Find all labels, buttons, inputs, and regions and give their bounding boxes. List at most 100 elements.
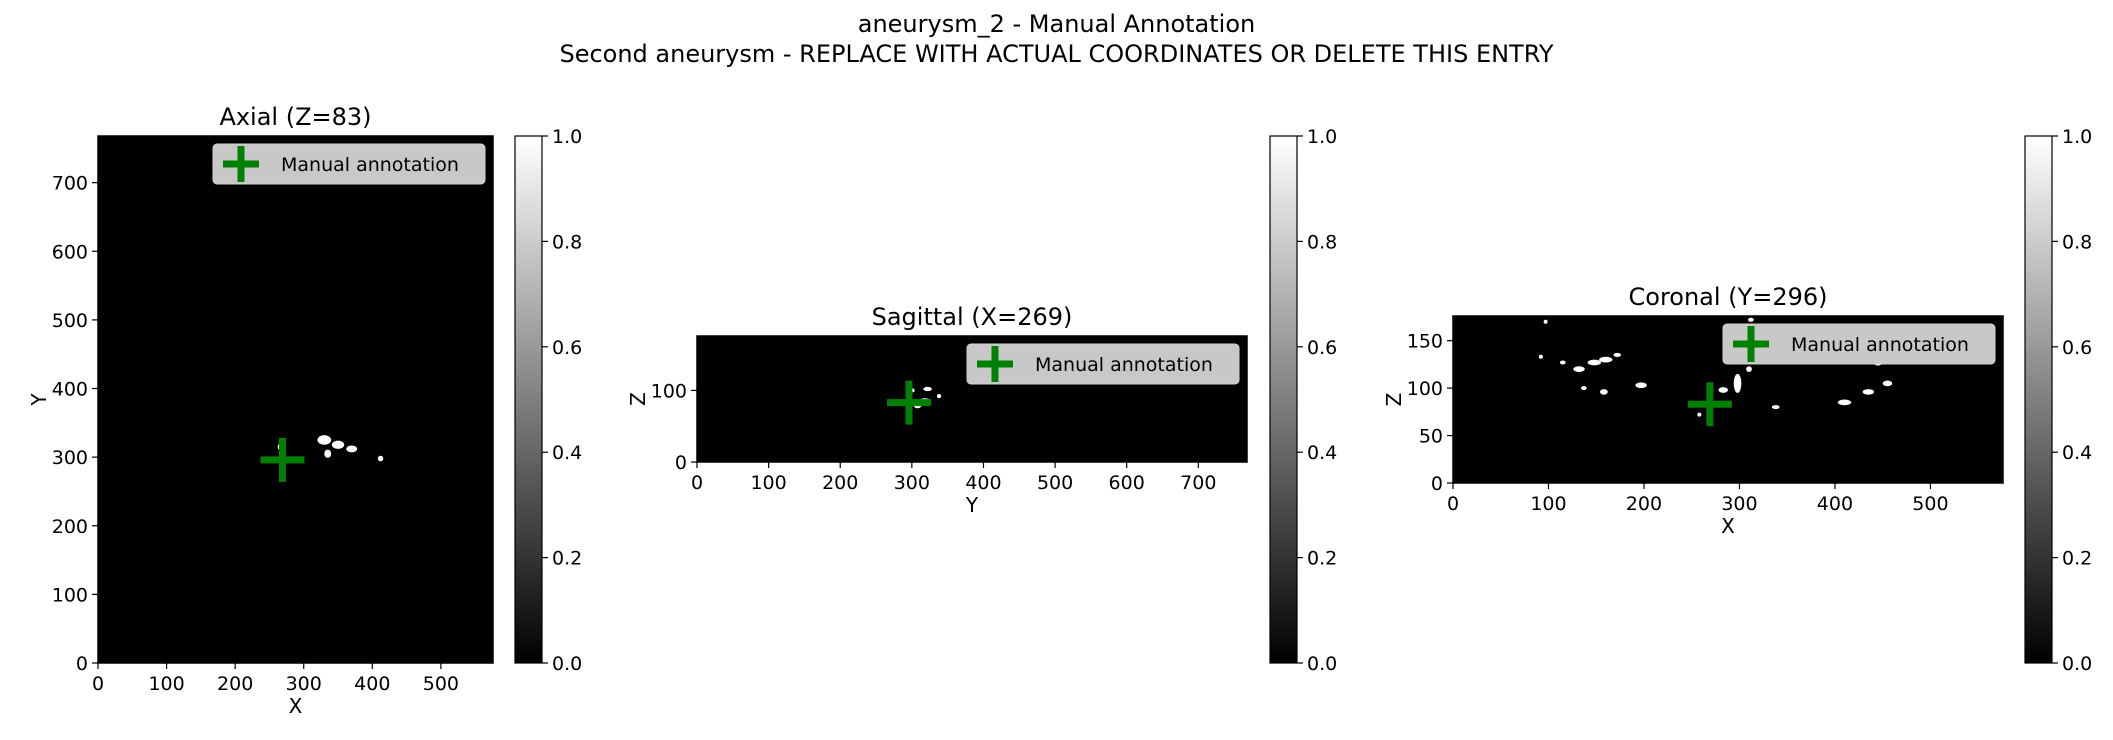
panel-title: Coronal (Y=296)	[1629, 283, 1828, 311]
vessel-blob	[1538, 354, 1543, 359]
x-tick-label: 400	[1817, 493, 1853, 515]
colorbar-tick-label: 0.6	[552, 337, 582, 359]
legend-box	[1722, 323, 1996, 365]
vessel-blob	[936, 393, 942, 399]
x-tick-label: 0	[92, 673, 104, 695]
legend-box	[966, 343, 1240, 385]
x-tick-label: 500	[423, 673, 459, 695]
vessel-blob	[1580, 386, 1587, 391]
y-tick-label: 300	[52, 447, 88, 469]
vessel-blob	[923, 386, 932, 392]
vessel-blob	[1613, 352, 1622, 357]
x-tick-label: 200	[822, 472, 858, 494]
vessel-blob	[1599, 356, 1613, 363]
colorbar-tick-label: 0.8	[1307, 231, 1337, 253]
panel-title: Sagittal (X=269)	[872, 303, 1073, 331]
axes-frame	[1452, 315, 2004, 484]
y-tick-label: 100	[52, 584, 88, 606]
x-tick-label: 0	[1447, 493, 1459, 515]
y-axis-label: Z	[1382, 393, 1406, 407]
x-tick-label: 400	[354, 673, 390, 695]
x-tick-label: 500	[1037, 472, 1073, 494]
vessel-blob	[1543, 319, 1548, 324]
vessel-blob	[1587, 359, 1602, 366]
panel-1: 0 100 200 300 400 500 0 100 200 300 400 500 600 700 X Y…	[27, 103, 582, 718]
vessel-blob	[317, 435, 332, 445]
x-tick-label: 200	[217, 673, 253, 695]
x-axis-label: Y	[965, 493, 979, 517]
y-axis-label: Z	[626, 392, 650, 406]
vessel-blob	[1862, 389, 1875, 395]
vessel-blob	[1573, 366, 1585, 372]
colorbar-tick-label: 0.2	[1307, 548, 1337, 570]
colorbar-tick-label: 0.0	[552, 653, 582, 675]
legend-label: Manual annotation	[1791, 334, 1969, 356]
figure-title: aneurysm_2 - Manual Annotation	[857, 10, 1256, 38]
colorbar-tick-label: 0.8	[2062, 231, 2092, 253]
colorbar-tick-label: 0.8	[552, 231, 582, 253]
y-tick-label: 0	[675, 452, 687, 474]
image-background	[98, 136, 493, 663]
y-tick-label: 200	[52, 516, 88, 538]
colorbar	[514, 135, 543, 664]
y-tick-label: 400	[52, 379, 88, 401]
colorbar-tick-label: 1.0	[1307, 126, 1337, 148]
panel-2: 0 100 200 300 400 500 600 700 0 100 Y Z Sagittal (X=…	[626, 126, 1337, 675]
colorbar	[1269, 135, 1298, 664]
vessel-blob	[324, 449, 332, 458]
x-tick-label: 300	[1721, 493, 1757, 515]
colorbar-tick-label: 1.0	[552, 126, 582, 148]
y-tick-label: 150	[1407, 331, 1443, 353]
panel-3: 0 100 200 300 400 500 0 50 100 150 X Z Coronal (Y=29…	[1382, 126, 2092, 675]
y-tick-label: 600	[52, 241, 88, 263]
x-tick-label: 200	[1626, 493, 1662, 515]
legend-label: Manual annotation	[281, 154, 459, 176]
vessel-blob	[1882, 380, 1893, 387]
figure-subtitle: Second aneurysm - REPLACE WITH ACTUAL CO…	[559, 40, 1554, 68]
colorbar-tick-label: 1.0	[2062, 126, 2092, 148]
vessel-blob	[331, 440, 345, 449]
vessel-blob	[1697, 412, 1702, 417]
vessel-blob	[346, 445, 358, 453]
colorbar-tick-label: 0.0	[1307, 653, 1337, 675]
x-tick-label: 100	[1530, 493, 1566, 515]
y-tick-label: 500	[52, 310, 88, 332]
y-tick-label: 50	[1419, 426, 1443, 448]
x-tick-label: 700	[1180, 472, 1216, 494]
x-axis-label: X	[1721, 514, 1735, 538]
vessel-blob	[1771, 405, 1780, 410]
y-tick-label: 0	[76, 653, 88, 675]
vessel-blob	[1718, 387, 1728, 393]
y-tick-label: 700	[52, 173, 88, 195]
colorbar-tick-label: 0.2	[552, 548, 582, 570]
colorbar	[2024, 135, 2053, 664]
x-tick-label: 100	[148, 673, 184, 695]
colorbar-tick-label: 0.2	[2062, 548, 2092, 570]
x-tick-label: 300	[894, 472, 930, 494]
x-tick-label: 600	[1109, 472, 1145, 494]
colorbar-tick-label: 0.4	[1307, 442, 1337, 464]
vessel-blob	[1635, 382, 1647, 389]
y-axis-label: Y	[27, 393, 51, 407]
axes-frame	[696, 335, 1248, 463]
vessel-blob	[377, 455, 384, 462]
colorbar-tick-label: 0.4	[2062, 442, 2092, 464]
y-tick-label: 100	[651, 380, 687, 402]
y-tick-label: 100	[1407, 378, 1443, 400]
x-tick-label: 300	[286, 673, 322, 695]
panel-title: Axial (Z=83)	[219, 103, 371, 131]
axes-frame	[97, 135, 494, 664]
vessel-blob	[1748, 317, 1754, 322]
vessel-blob	[1559, 360, 1566, 365]
x-tick-label: 500	[1912, 493, 1948, 515]
vessel-blob	[1746, 366, 1752, 372]
colorbar-tick-label: 0.4	[552, 442, 582, 464]
legend-box	[212, 143, 486, 185]
legend-label: Manual annotation	[1035, 354, 1213, 376]
x-tick-label: 100	[750, 472, 786, 494]
colorbar-tick-label: 0.0	[2062, 653, 2092, 675]
colorbar-tick-label: 0.6	[1307, 337, 1337, 359]
x-tick-label: 0	[691, 472, 703, 494]
colorbar-tick-label: 0.6	[2062, 337, 2092, 359]
